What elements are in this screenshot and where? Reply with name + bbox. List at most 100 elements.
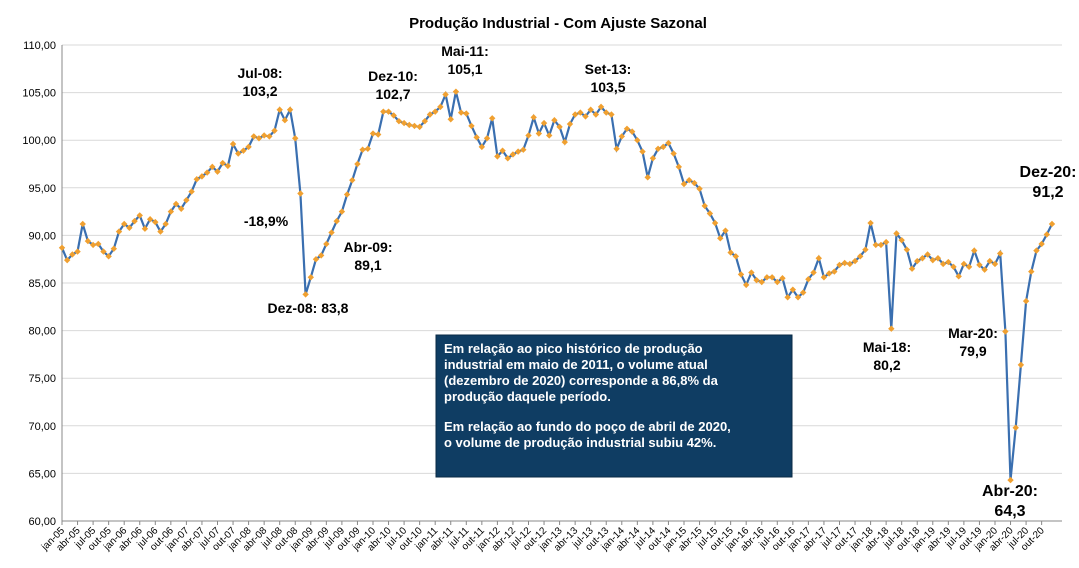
data-point bbox=[820, 274, 828, 281]
data-point bbox=[556, 123, 563, 131]
data-point bbox=[276, 106, 283, 113]
data-point bbox=[100, 248, 107, 255]
data-point bbox=[722, 227, 729, 234]
data-point bbox=[1033, 247, 1040, 254]
data-point bbox=[188, 188, 195, 195]
data-point bbox=[343, 191, 351, 198]
y-tick-label: 110,00 bbox=[23, 40, 56, 52]
annotation: 103,2 bbox=[242, 83, 277, 99]
data-point bbox=[685, 176, 693, 184]
data-point bbox=[1012, 424, 1019, 431]
annotation: Jul-08: bbox=[237, 65, 282, 81]
data-point bbox=[1022, 297, 1030, 305]
text-box bbox=[435, 334, 793, 478]
y-tick-label: 70,00 bbox=[28, 421, 56, 433]
data-point bbox=[582, 113, 589, 120]
data-point bbox=[364, 145, 372, 152]
data-point bbox=[976, 261, 983, 269]
data-point bbox=[447, 116, 454, 123]
data-point bbox=[919, 255, 926, 262]
data-point bbox=[110, 245, 118, 252]
data-point bbox=[717, 235, 724, 242]
data-point bbox=[577, 109, 584, 116]
data-point bbox=[748, 269, 755, 276]
data-point bbox=[473, 134, 480, 141]
data-point bbox=[660, 143, 667, 151]
text-box-line: Em relação ao pico histórico de produção bbox=[444, 341, 703, 356]
data-point bbox=[400, 119, 408, 127]
data-point bbox=[727, 249, 734, 256]
data-point bbox=[463, 110, 470, 117]
data-point bbox=[421, 117, 429, 125]
data-point bbox=[831, 268, 838, 275]
data-point bbox=[561, 138, 568, 146]
data-point bbox=[489, 115, 496, 122]
data-point bbox=[971, 247, 978, 254]
data-point bbox=[442, 91, 449, 98]
data-point bbox=[349, 176, 356, 184]
data-point bbox=[706, 210, 714, 217]
data-point bbox=[877, 241, 885, 249]
data-point bbox=[302, 291, 309, 298]
data-point bbox=[680, 180, 688, 188]
data-point bbox=[929, 256, 936, 264]
data-point bbox=[126, 224, 133, 231]
annotation: Dez-10: bbox=[368, 68, 418, 84]
data-point bbox=[608, 111, 615, 118]
data-point bbox=[167, 208, 175, 215]
data-point bbox=[742, 281, 750, 289]
data-point bbox=[214, 168, 221, 175]
data-point bbox=[950, 263, 957, 271]
data-point bbox=[737, 271, 745, 278]
data-point bbox=[193, 176, 200, 183]
data-point bbox=[411, 122, 418, 130]
data-point bbox=[882, 238, 890, 246]
data-point bbox=[691, 179, 698, 187]
data-point bbox=[183, 196, 190, 204]
annotation: 64,3 bbox=[994, 503, 1025, 520]
text-box-line: (dezembro de 2020) corresponde a 86,8% d… bbox=[444, 373, 719, 388]
data-point bbox=[203, 169, 211, 176]
text-box-line: Em relação ao fundo do poço de abril de … bbox=[444, 419, 731, 434]
data-point bbox=[390, 112, 397, 119]
data-point bbox=[514, 148, 522, 155]
data-point bbox=[494, 153, 501, 160]
data-point bbox=[63, 256, 71, 264]
annotation: 103,5 bbox=[590, 79, 625, 95]
data-point bbox=[914, 257, 921, 265]
data-point bbox=[960, 260, 968, 268]
annotation: 91,2 bbox=[1032, 184, 1063, 201]
annotation: -18,9% bbox=[244, 213, 289, 229]
data-point bbox=[141, 225, 149, 232]
data-point bbox=[504, 155, 511, 162]
data-point bbox=[867, 219, 874, 227]
annotation: Dez-08: 83,8 bbox=[268, 300, 349, 316]
data-point bbox=[587, 106, 594, 113]
data-point bbox=[774, 278, 781, 286]
chart-title: Produção Industrial - Com Ajuste Sazonal bbox=[409, 15, 707, 32]
data-point bbox=[986, 257, 994, 265]
data-point bbox=[229, 140, 237, 148]
data-point bbox=[146, 216, 154, 223]
data-point bbox=[437, 103, 444, 111]
data-point bbox=[639, 148, 646, 155]
data-point bbox=[603, 109, 610, 116]
y-tick-label: 65,00 bbox=[28, 468, 56, 480]
data-point bbox=[271, 127, 278, 134]
data-point bbox=[665, 139, 672, 147]
data-point bbox=[260, 132, 268, 139]
data-point bbox=[939, 260, 947, 268]
data-point bbox=[328, 229, 335, 236]
data-point bbox=[784, 294, 791, 301]
data-point bbox=[634, 137, 641, 144]
data-point bbox=[592, 111, 600, 118]
data-point bbox=[255, 135, 263, 142]
data-point bbox=[219, 159, 226, 167]
data-point bbox=[1048, 220, 1056, 228]
data-point bbox=[58, 244, 66, 251]
data-point bbox=[540, 119, 548, 127]
annotation: Abr-20: bbox=[982, 483, 1038, 500]
data-point bbox=[893, 230, 900, 237]
data-point bbox=[862, 246, 869, 253]
y-tick-label: 90,00 bbox=[28, 230, 56, 242]
